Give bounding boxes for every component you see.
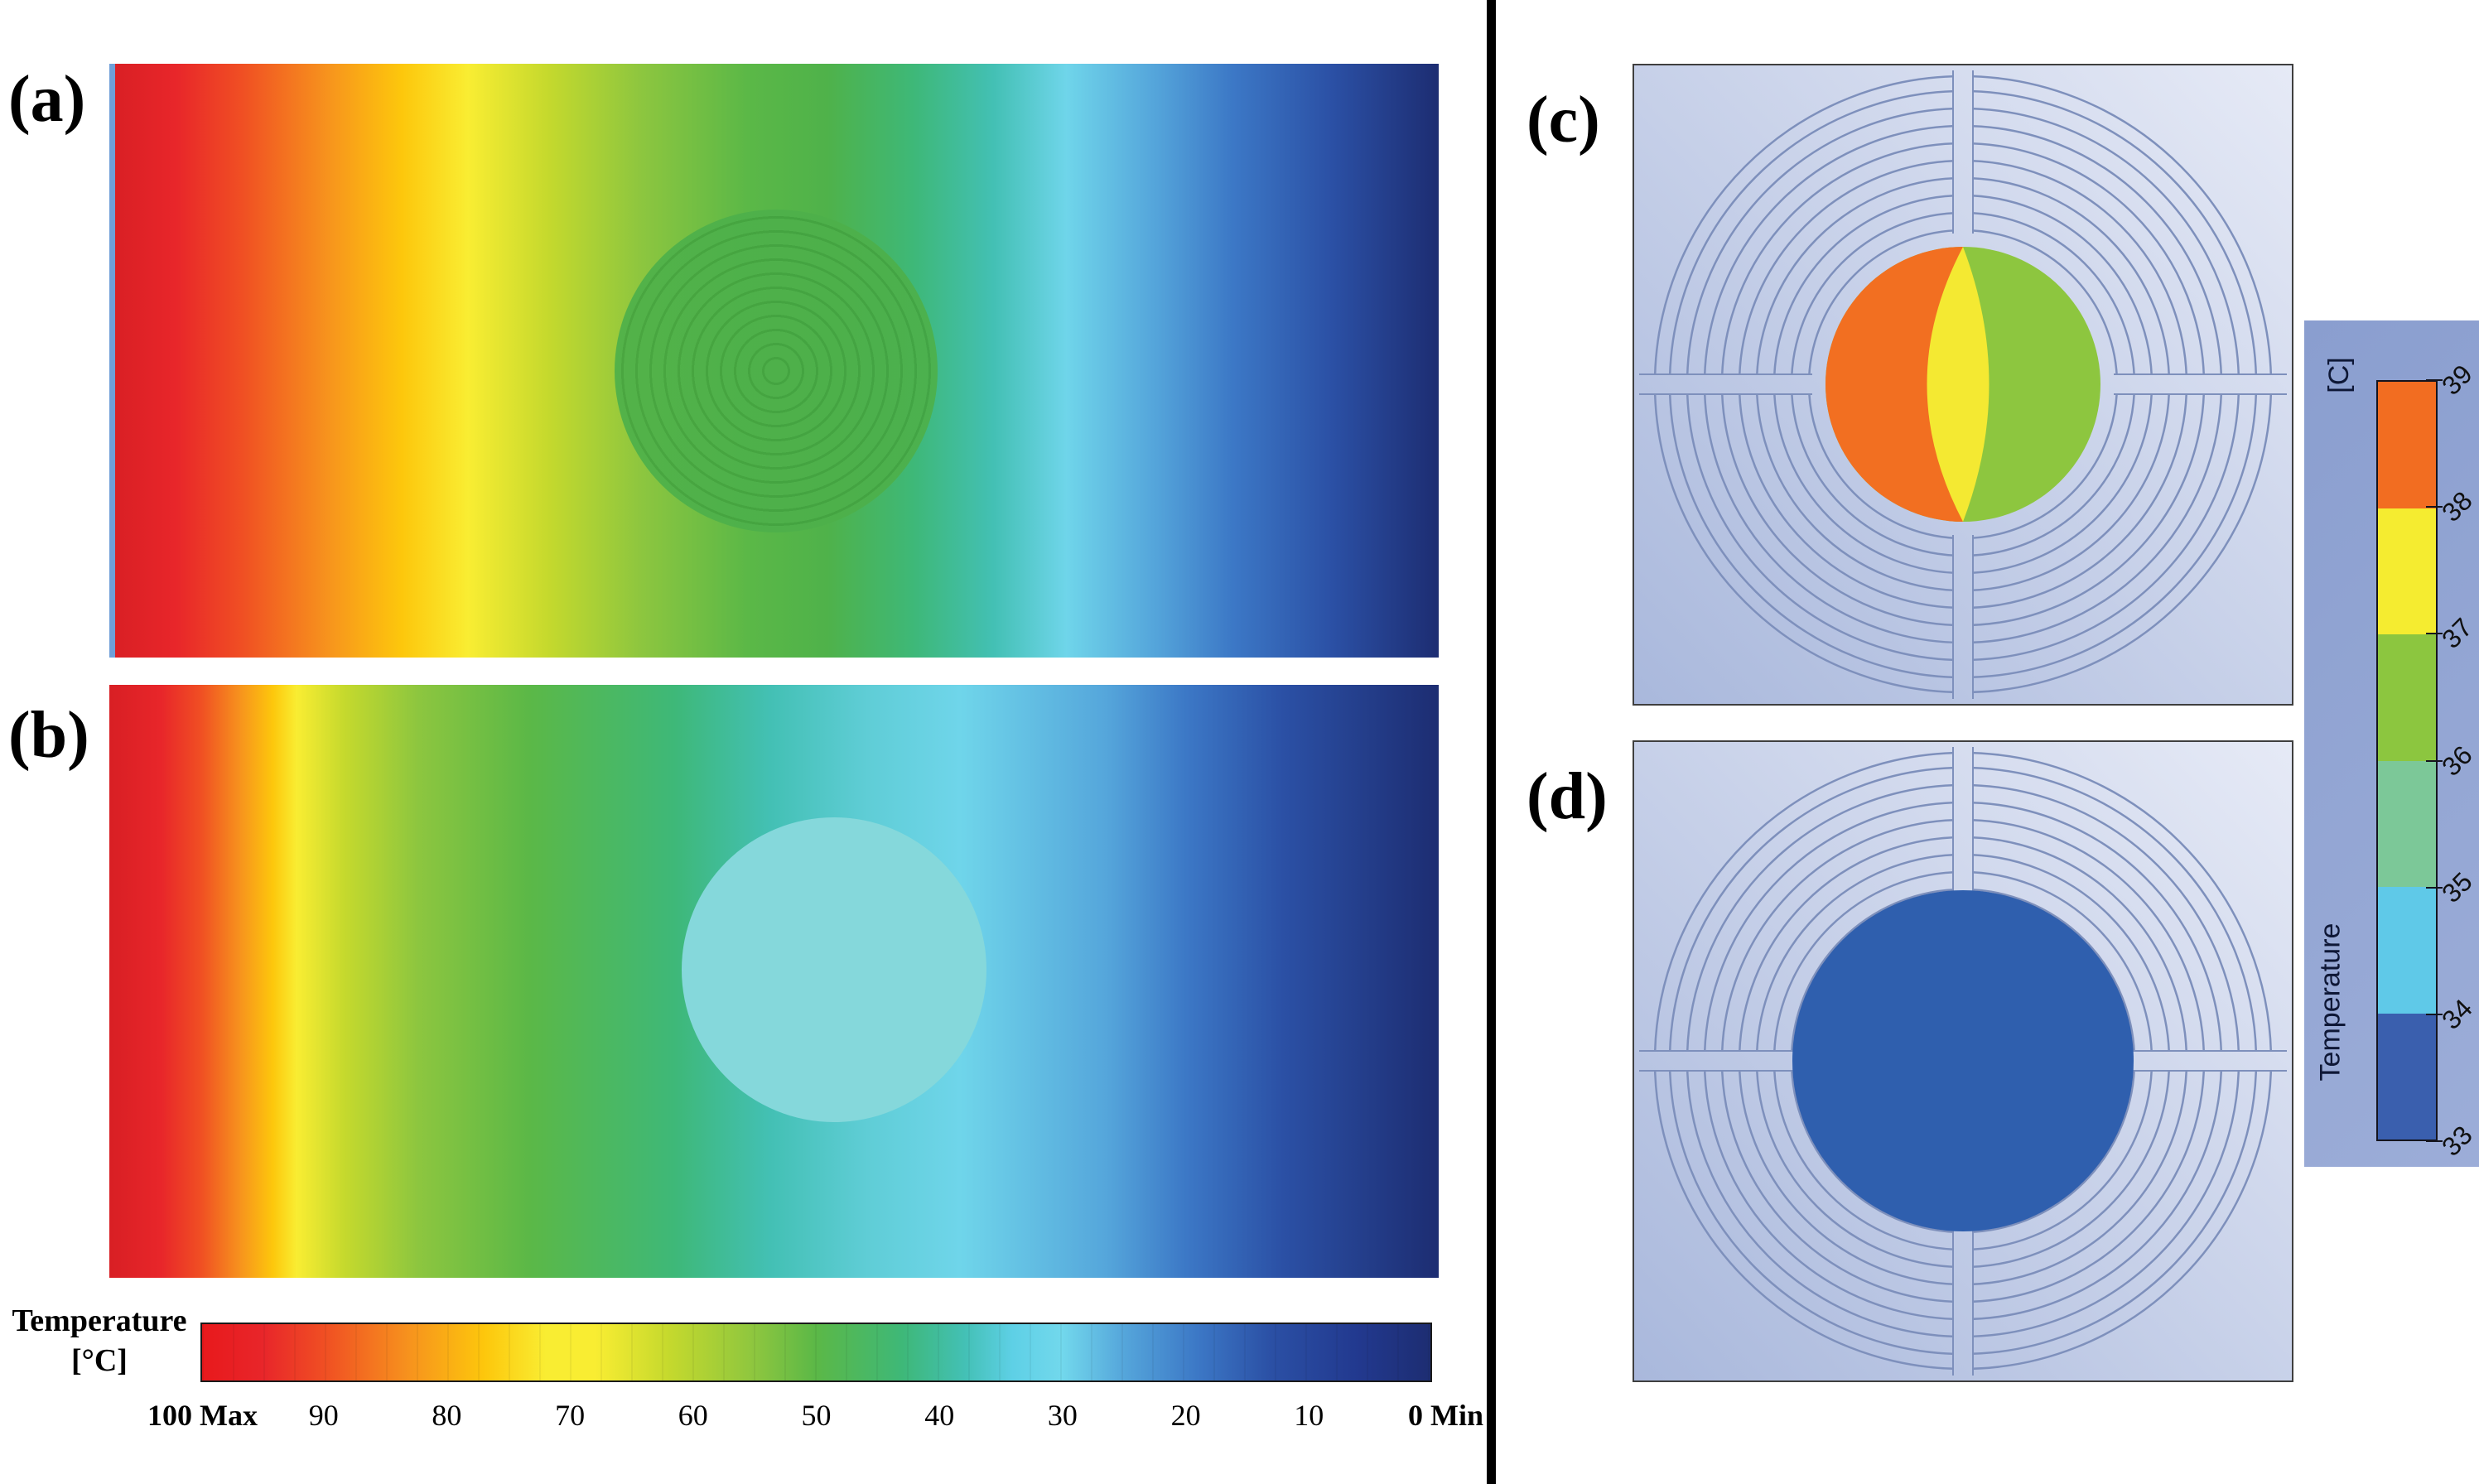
legend-tick-label: 34 xyxy=(2436,993,2478,1035)
column-divider xyxy=(1487,0,1496,1484)
legend-tick-label: 38 xyxy=(2436,485,2478,528)
panel-c-label: (c) xyxy=(1526,84,1600,157)
legend-tick-mark xyxy=(2426,886,2443,889)
legend-color-strip xyxy=(2376,380,2438,1141)
panel-b-label: (b) xyxy=(8,699,89,772)
hbar-title-line1: Temperature xyxy=(12,1303,187,1338)
hbar-tick-label: 10 xyxy=(1294,1399,1324,1432)
legend-axis-label: Temperature xyxy=(2314,923,2346,1082)
panel-c-device-disk xyxy=(1825,247,2100,522)
legend-color-band xyxy=(2378,1013,2436,1140)
legend-tick-mark xyxy=(2426,1013,2443,1015)
hbar-tick-label: 30 xyxy=(1047,1399,1078,1432)
legend-color-band xyxy=(2378,508,2436,634)
legend-tick-mark xyxy=(2426,379,2443,381)
panel-b-device-disk xyxy=(682,817,986,1122)
panel-b-heatmap xyxy=(109,685,1439,1278)
legend-tick-label: 33 xyxy=(2436,1120,2478,1162)
legend-tick-mark xyxy=(2426,633,2443,635)
temperature-legend-panel: [C] 33 34 35 36 37 38 39 Temperature xyxy=(2304,320,2479,1167)
panel-a-heatmap xyxy=(109,64,1439,658)
panel-d-device-disk xyxy=(1792,890,2134,1231)
hbar-title: Temperature [°C] xyxy=(3,1302,195,1380)
panel-d-label: (d) xyxy=(1526,760,1608,833)
legend-tick-label: 35 xyxy=(2436,866,2478,908)
hbar-tick-label: 70 xyxy=(555,1399,586,1432)
legend-tick-label: 36 xyxy=(2436,739,2478,782)
hbar-max-label: 100 Max xyxy=(147,1399,258,1432)
panel-a-left-edge-strip xyxy=(109,64,115,658)
panel-c-gap-edges xyxy=(1639,70,2287,699)
panel-a-label: (a) xyxy=(8,63,86,136)
hbar-tick-label: 40 xyxy=(924,1399,955,1432)
hbar-tick-label: 90 xyxy=(308,1399,339,1432)
legend-tick-mark xyxy=(2426,1140,2443,1142)
legend-color-band xyxy=(2378,760,2436,887)
hbar-tick-label: 80 xyxy=(432,1399,462,1432)
legend-color-band xyxy=(2378,634,2436,761)
panel-a-device-disk xyxy=(615,210,938,532)
legend-tick-label: 39 xyxy=(2436,359,2478,401)
hbar-tick-label: 60 xyxy=(678,1399,708,1432)
legend-tick-mark xyxy=(2426,506,2443,508)
hbar-title-line2: [°C] xyxy=(71,1342,128,1378)
hbar-tick-label: 50 xyxy=(801,1399,832,1432)
panel-c-device-view xyxy=(1633,64,2293,706)
panel-d-device-view xyxy=(1633,740,2293,1382)
hbar-min-label: 0 Min xyxy=(1408,1399,1484,1432)
legend-color-band xyxy=(2378,382,2436,508)
hbar-tick-label: 20 xyxy=(1170,1399,1201,1432)
legend-unit-label: [C] xyxy=(2322,357,2355,393)
legend-tick-labels: 33 34 35 36 37 38 39 xyxy=(2426,359,2479,1162)
legend-tick-label: 37 xyxy=(2436,612,2478,655)
horizontal-colorbar xyxy=(200,1323,1432,1382)
legend-tick-mark xyxy=(2426,759,2443,762)
panel-d-gap-edges xyxy=(1639,747,2287,1376)
hbar-tick-row: 90 80 70 60 50 40 30 20 10 xyxy=(200,1398,1432,1439)
legend-color-band xyxy=(2378,887,2436,1014)
